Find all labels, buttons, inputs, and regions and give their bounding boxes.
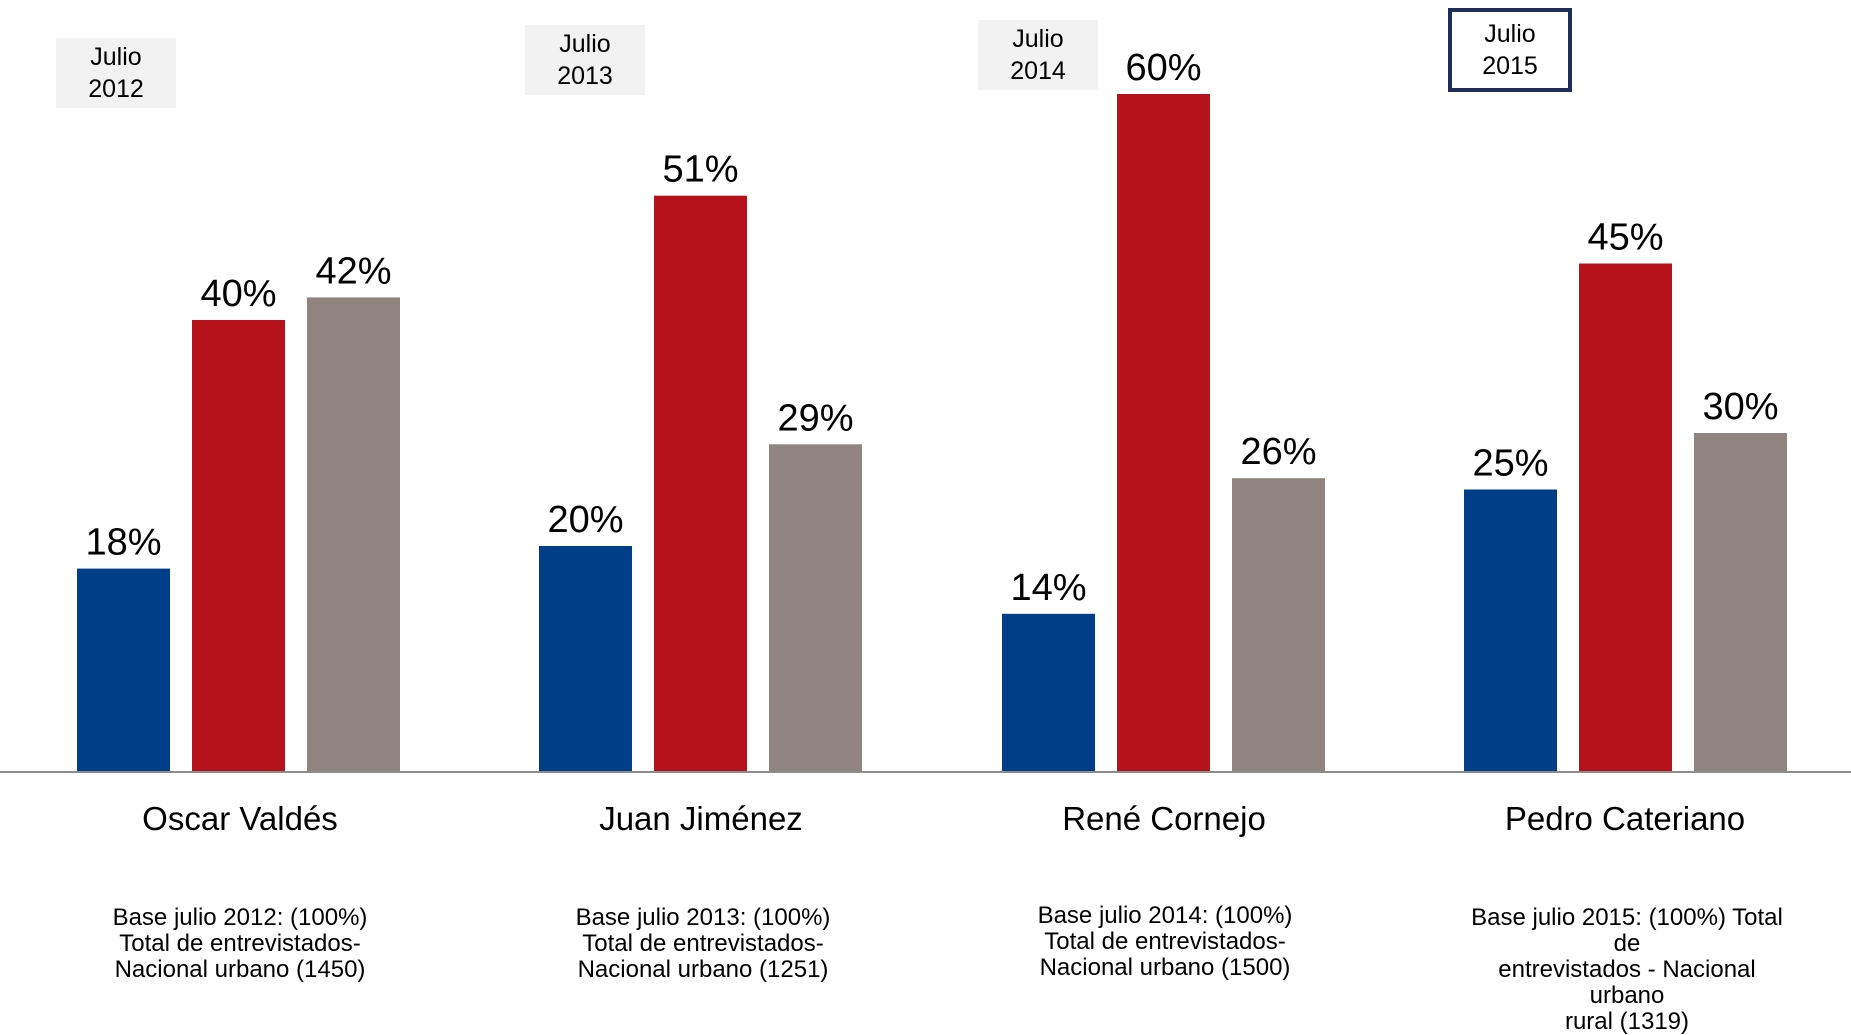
data-label-2-2: 51% [662, 149, 738, 191]
bar-4-1 [1464, 489, 1557, 772]
period-box-1: Julio 2012 [56, 38, 176, 108]
period-box-2: Julio 2013 [525, 25, 645, 95]
bar-2-3 [769, 444, 862, 772]
category-label-3: René Cornejo [1062, 800, 1266, 837]
bar-3-2 [1117, 94, 1210, 772]
period-box-4: Julio 2015 [1448, 8, 1572, 92]
base-note-2: Base julio 2013: (100%) Total de entrevi… [575, 904, 831, 983]
bar-4-3 [1694, 433, 1787, 772]
bar-1-3 [307, 297, 400, 772]
category-label-2: Juan Jiménez [599, 800, 803, 837]
category-label-4: Pedro Cateriano [1505, 800, 1745, 837]
bar-2-2 [654, 195, 747, 772]
bar-1-2 [192, 320, 285, 772]
base-note-1: Base julio 2012: (100%) Total de entrevi… [112, 904, 368, 983]
data-label-1-2: 40% [200, 273, 276, 315]
data-label-3-1: 14% [1010, 567, 1086, 609]
data-label-2-1: 20% [547, 499, 623, 541]
bar-4-2 [1579, 263, 1672, 772]
bar-2-1 [539, 546, 632, 772]
data-label-1-3: 42% [315, 250, 391, 292]
data-label-4-1: 25% [1472, 443, 1548, 485]
data-label-2-3: 29% [777, 397, 853, 439]
period-box-3: Julio 2014 [978, 20, 1098, 90]
data-label-1-1: 18% [85, 522, 161, 564]
bar-3-3 [1232, 478, 1325, 772]
data-label-3-3: 26% [1240, 431, 1316, 473]
bar-3-1 [1002, 613, 1095, 772]
base-note-4: Base julio 2015: (100%) Total de entrevi… [1471, 904, 1783, 1035]
category-label-1: Oscar Valdés [142, 800, 338, 837]
data-label-4-2: 45% [1587, 217, 1663, 259]
data-label-3-2: 60% [1125, 47, 1201, 89]
bar-1-1 [77, 568, 170, 772]
bar-chart: 18% 40% 42% 20% 51% 29% 14% 60% 26% 25% 45% 30% Osc… [0, 47, 1851, 837]
data-label-4-3: 30% [1702, 386, 1778, 428]
base-note-3: Base julio 2014: (100%) Total de entrevi… [1037, 902, 1293, 981]
